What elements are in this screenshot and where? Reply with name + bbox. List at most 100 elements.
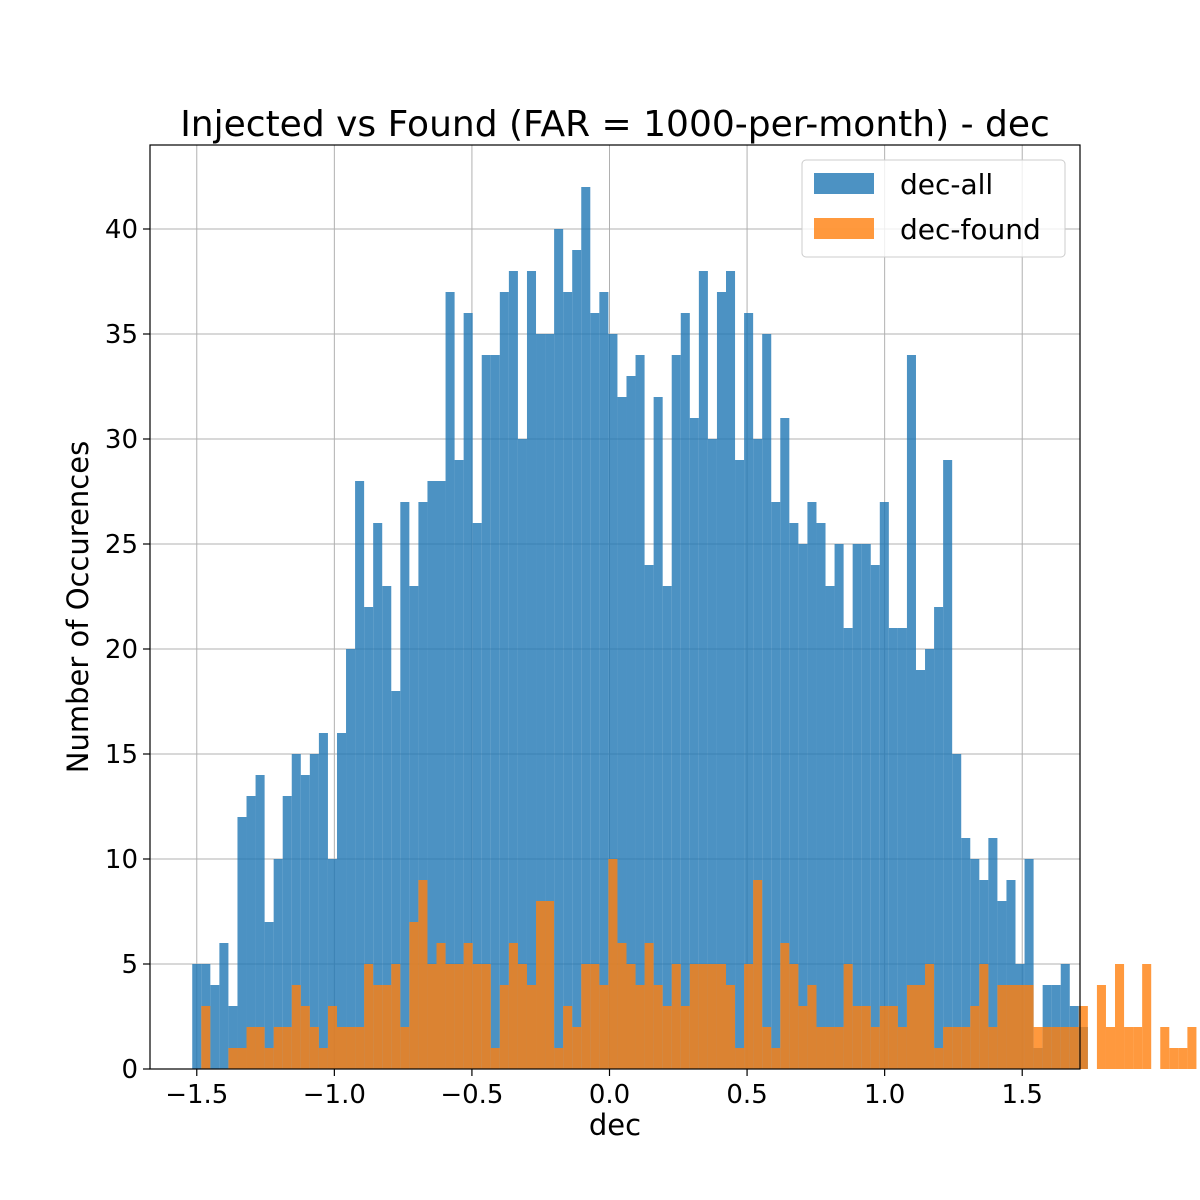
bar-dec-found [1006, 985, 1016, 1069]
bar-dec-found [445, 964, 455, 1069]
bar-dec-all [409, 586, 419, 1069]
bar-dec-found [961, 1027, 971, 1069]
bar-dec-all [291, 754, 301, 1069]
bar-dec-all [499, 292, 509, 1069]
bar-dec-all [635, 355, 645, 1069]
bar-dec-found [1015, 985, 1025, 1069]
bar-dec-all [798, 544, 808, 1069]
bar-dec-all [526, 271, 537, 1069]
bar-dec-found [273, 1027, 283, 1069]
bar-dec-all [608, 334, 618, 1069]
bar-dec-found [201, 1006, 211, 1069]
x-tick-label: 1.0 [864, 1080, 905, 1110]
bar-dec-all [246, 796, 256, 1069]
bar-dec-found [327, 1006, 337, 1069]
bar-dec-found [1060, 1027, 1070, 1069]
bar-dec-all [680, 313, 690, 1069]
bar-dec-all [545, 334, 555, 1069]
bar-dec-found [925, 964, 935, 1069]
bar-dec-all [536, 334, 546, 1069]
plot-frame [149, 144, 1081, 1070]
bar-dec-found [906, 985, 916, 1069]
y-axis-label: Number of Occurences [61, 441, 95, 773]
bar-dec-all [219, 943, 229, 1069]
bar-dec-found [798, 1006, 808, 1069]
bar-dec-found [1024, 985, 1034, 1069]
bar-dec-found [508, 943, 518, 1069]
bar-dec-all [572, 250, 582, 1069]
y-tick-label: 35 [105, 320, 138, 350]
bar-dec-all [943, 460, 953, 1069]
bar-dec-found [526, 985, 537, 1069]
bar-dec-all [472, 523, 482, 1069]
bar-dec-found [563, 1006, 573, 1069]
bar-dec-all [925, 649, 935, 1069]
x-tick-label: 1.5 [1002, 1080, 1043, 1110]
bar-dec-all [599, 292, 609, 1069]
bar-dec-found [517, 964, 527, 1069]
bar-dec-all [264, 922, 274, 1069]
x-tick-label: 0.5 [726, 1080, 767, 1110]
bar-dec-all [744, 313, 754, 1069]
bar-dec-all [726, 271, 736, 1069]
bar-dec-all [517, 439, 527, 1069]
x-tick-label: 0.0 [589, 1080, 630, 1110]
bar-dec-found [970, 1006, 980, 1069]
bar-dec-all [563, 292, 573, 1069]
bar-dec-all [282, 796, 292, 1069]
legend-swatch-dec-found [814, 218, 874, 239]
bar-dec-all [481, 355, 491, 1069]
bar-dec-found [771, 1048, 781, 1069]
bar-dec-all [418, 502, 428, 1069]
bar-dec-found [427, 964, 437, 1069]
bar-dec-all [834, 544, 844, 1069]
bar-dec-found [943, 1027, 953, 1069]
bar-dec-all [952, 754, 962, 1069]
bar-dec-found [879, 1006, 889, 1069]
bar-dec-found [1069, 1027, 1079, 1069]
bar-dec-all [970, 859, 980, 1069]
bar-dec-found [382, 985, 392, 1069]
bar-dec-all [309, 754, 319, 1069]
bar-dec-found [897, 1027, 907, 1069]
bar-dec-all [698, 271, 708, 1069]
bar-dec-found [436, 943, 446, 1069]
bar-dec-all [192, 964, 202, 1069]
bar-dec-found [1078, 1006, 1088, 1069]
bar-dec-all [490, 355, 500, 1069]
bar-dec-found [309, 1027, 319, 1069]
bar-dec-all [336, 733, 347, 1069]
bar-dec-found [635, 985, 645, 1069]
bar-dec-found [463, 943, 473, 1069]
y-tick-label: 40 [105, 215, 138, 245]
y-tick-label: 15 [105, 740, 138, 770]
x-tick-label: −0.5 [440, 1080, 503, 1110]
bar-dec-found [572, 1027, 582, 1069]
bar-dec-found [671, 964, 681, 1069]
bar-dec-all [653, 397, 663, 1069]
bar-dec-all [816, 523, 826, 1069]
bar-dec-found [599, 985, 609, 1069]
bar-dec-all [373, 523, 383, 1069]
bar-dec-found [228, 1048, 238, 1069]
bar-dec-all [1060, 964, 1070, 1069]
bar-dec-found [237, 1048, 247, 1069]
bar-dec-found [545, 901, 555, 1069]
bar-dec-all [735, 460, 745, 1069]
legend: dec-all dec-found [801, 159, 1066, 258]
bar-dec-found [246, 1027, 256, 1069]
bar-dec-found [934, 1048, 944, 1069]
bar-dec-all [626, 376, 636, 1069]
y-tick-label: 0 [121, 1055, 138, 1085]
bar-dec-all [716, 292, 727, 1069]
legend-swatch-dec-all [814, 173, 874, 194]
bar-dec-found [644, 943, 654, 1069]
bar-dec-all [753, 439, 763, 1069]
bar-dec-found [391, 964, 401, 1069]
y-tick-label: 5 [121, 950, 138, 980]
bar-dec-found [807, 985, 817, 1069]
bar-dec-all [934, 607, 944, 1069]
bar-dec-found [554, 1048, 564, 1069]
y-tick-label: 20 [105, 635, 138, 665]
bar-dec-found [409, 922, 419, 1069]
